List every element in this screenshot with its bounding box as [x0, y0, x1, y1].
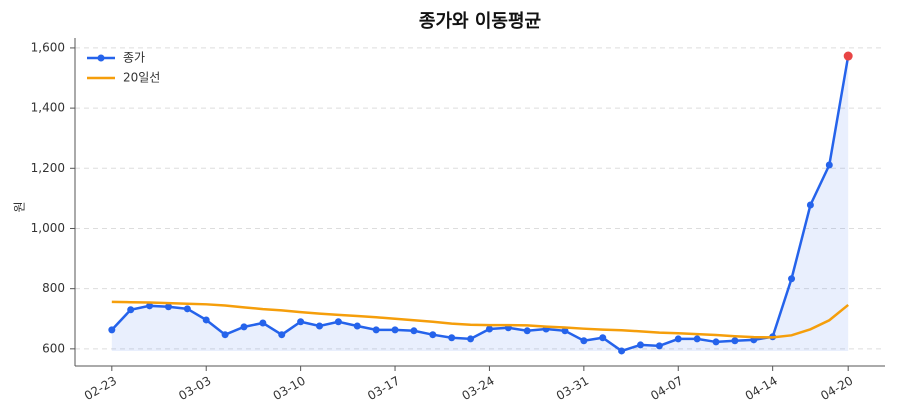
x-tick-label: 04-14 — [743, 374, 780, 404]
point — [297, 318, 305, 326]
legend-marker — [97, 54, 105, 62]
point — [259, 319, 267, 327]
point — [316, 322, 324, 330]
point — [674, 335, 682, 343]
legend-label: 20일선 — [123, 71, 160, 85]
point — [391, 326, 399, 334]
point — [580, 337, 588, 345]
point — [731, 337, 739, 345]
y-tick-label: 600 — [42, 341, 65, 355]
point — [202, 316, 210, 324]
point — [523, 327, 531, 335]
point — [618, 347, 626, 355]
highlight-point — [843, 51, 853, 61]
y-tick-label: 1,600 — [31, 40, 65, 54]
x-tick-label: 04-20 — [818, 374, 855, 404]
point — [712, 338, 720, 346]
point — [334, 318, 342, 326]
point — [108, 326, 116, 334]
point — [410, 327, 418, 335]
x-tick-label: 03-31 — [554, 374, 591, 404]
line — [110, 55, 850, 353]
y-tick-label: 1,000 — [31, 221, 65, 235]
point — [146, 302, 154, 310]
point — [561, 327, 569, 335]
point — [825, 161, 833, 169]
point — [429, 331, 437, 339]
line — [111, 300, 849, 339]
point — [655, 342, 663, 350]
point — [693, 335, 701, 343]
chart-title: 종가와 이동평균 — [419, 11, 541, 32]
area — [111, 56, 849, 351]
point — [353, 322, 361, 330]
x-tick-label: 03-17 — [365, 374, 402, 404]
x-tick-label: 04-07 — [648, 374, 685, 404]
x-tick-label: 03-10 — [271, 374, 308, 404]
y-tick-label: 1,400 — [31, 101, 65, 115]
x-tick-label: 02-23 — [82, 374, 119, 404]
point — [278, 331, 286, 339]
point — [221, 331, 229, 339]
point — [183, 305, 191, 313]
y-tick-label: 1,200 — [31, 161, 65, 175]
point — [127, 306, 135, 314]
point — [636, 341, 644, 349]
point — [240, 323, 248, 331]
point — [806, 201, 814, 209]
x-tick-label: 03-24 — [459, 374, 496, 404]
point — [372, 326, 380, 334]
point — [599, 334, 607, 342]
y-tick-label: 800 — [42, 281, 65, 295]
x-tick-label: 03-03 — [176, 374, 213, 404]
point — [485, 325, 493, 333]
point — [164, 303, 172, 311]
point — [448, 334, 456, 342]
point — [788, 275, 796, 283]
legend-label: 종가 — [123, 51, 145, 65]
point — [467, 335, 475, 343]
y-axis-label: 원 — [13, 201, 27, 212]
